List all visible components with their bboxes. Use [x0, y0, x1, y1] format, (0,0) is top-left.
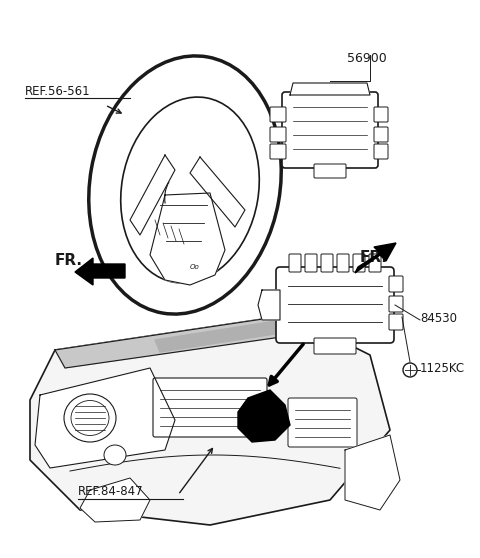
FancyBboxPatch shape — [314, 338, 356, 354]
FancyBboxPatch shape — [337, 254, 349, 272]
Text: REF.56-561: REF.56-561 — [25, 85, 91, 98]
Ellipse shape — [89, 56, 281, 314]
Polygon shape — [258, 290, 280, 320]
Polygon shape — [150, 193, 225, 285]
FancyBboxPatch shape — [288, 398, 357, 447]
FancyBboxPatch shape — [369, 254, 381, 272]
Text: FR.: FR. — [55, 253, 83, 268]
Ellipse shape — [71, 401, 109, 435]
FancyBboxPatch shape — [374, 144, 388, 159]
Polygon shape — [80, 478, 150, 522]
Text: 84530: 84530 — [420, 311, 457, 325]
FancyBboxPatch shape — [374, 107, 388, 122]
Ellipse shape — [120, 97, 259, 283]
FancyBboxPatch shape — [270, 107, 286, 122]
FancyBboxPatch shape — [389, 314, 403, 330]
Polygon shape — [355, 243, 396, 273]
FancyBboxPatch shape — [314, 164, 346, 178]
FancyBboxPatch shape — [270, 144, 286, 159]
Polygon shape — [155, 318, 300, 352]
Polygon shape — [238, 390, 290, 442]
FancyBboxPatch shape — [289, 254, 301, 272]
Circle shape — [403, 363, 417, 377]
Polygon shape — [130, 155, 175, 235]
Polygon shape — [55, 315, 295, 368]
FancyBboxPatch shape — [389, 296, 403, 312]
Text: 56900: 56900 — [347, 52, 387, 65]
Polygon shape — [345, 435, 400, 510]
Text: FR.: FR. — [360, 250, 388, 265]
Polygon shape — [190, 157, 245, 227]
Text: Oo: Oo — [190, 264, 200, 270]
Ellipse shape — [104, 445, 126, 465]
FancyBboxPatch shape — [374, 127, 388, 142]
FancyBboxPatch shape — [305, 254, 317, 272]
Ellipse shape — [64, 394, 116, 442]
FancyBboxPatch shape — [321, 254, 333, 272]
FancyBboxPatch shape — [389, 276, 403, 292]
Polygon shape — [30, 315, 390, 525]
Text: 1125KC: 1125KC — [420, 362, 465, 374]
FancyBboxPatch shape — [353, 254, 365, 272]
FancyBboxPatch shape — [270, 127, 286, 142]
Polygon shape — [35, 368, 175, 468]
FancyBboxPatch shape — [282, 92, 378, 168]
Polygon shape — [75, 258, 125, 285]
FancyBboxPatch shape — [276, 267, 394, 343]
Text: REF.84-847: REF.84-847 — [78, 485, 144, 498]
Polygon shape — [290, 83, 370, 95]
FancyBboxPatch shape — [153, 378, 267, 437]
